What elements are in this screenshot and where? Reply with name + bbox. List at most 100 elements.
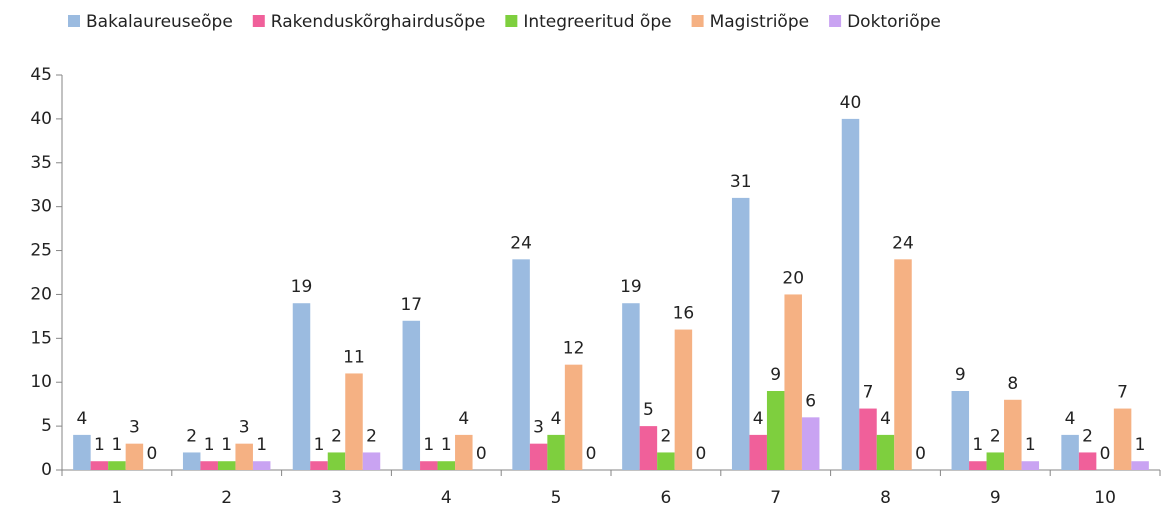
data-label: 9 bbox=[955, 365, 966, 385]
y-tick-label: 20 bbox=[30, 284, 52, 304]
bar bbox=[310, 461, 328, 470]
bar bbox=[529, 443, 548, 470]
data-label: 19 bbox=[620, 277, 642, 297]
legend-swatch bbox=[505, 15, 518, 27]
bar bbox=[674, 329, 693, 470]
bar bbox=[1113, 408, 1132, 470]
data-label: 8 bbox=[1007, 374, 1018, 394]
bar bbox=[402, 320, 421, 470]
x-tick-label: 10 bbox=[1094, 488, 1116, 508]
bar bbox=[125, 443, 144, 470]
bar bbox=[639, 426, 658, 470]
data-label: 7 bbox=[863, 383, 874, 403]
legend-swatch bbox=[691, 15, 704, 27]
data-label: 12 bbox=[563, 339, 585, 359]
data-label: 1 bbox=[111, 435, 122, 455]
data-label: 4 bbox=[458, 409, 469, 429]
data-label: 31 bbox=[730, 172, 752, 192]
data-label: 2 bbox=[366, 426, 377, 446]
data-label: 1 bbox=[256, 435, 267, 455]
bar bbox=[951, 391, 970, 470]
data-label: 1 bbox=[221, 435, 232, 455]
bar bbox=[512, 259, 530, 470]
bar bbox=[969, 461, 987, 470]
data-label: 0 bbox=[476, 444, 487, 464]
y-tick-label: 40 bbox=[30, 109, 52, 129]
data-label: 1 bbox=[94, 435, 105, 455]
bar bbox=[1078, 452, 1097, 470]
legend-swatch bbox=[68, 15, 80, 27]
data-label: 0 bbox=[586, 444, 597, 464]
bar bbox=[252, 461, 271, 470]
data-label: 4 bbox=[1065, 409, 1076, 429]
bar bbox=[362, 452, 381, 470]
data-label: 9 bbox=[770, 365, 781, 385]
bar bbox=[731, 197, 750, 470]
y-tick-label: 5 bbox=[41, 416, 52, 436]
bar bbox=[766, 391, 785, 470]
data-label: 3 bbox=[239, 418, 250, 438]
bar bbox=[841, 118, 860, 470]
bar bbox=[455, 434, 473, 470]
bar bbox=[345, 373, 363, 470]
y-tick-label: 30 bbox=[30, 197, 52, 217]
legend-label: Doktoriõpe bbox=[847, 12, 941, 32]
bar bbox=[1061, 434, 1079, 470]
legend-label: Rakenduskõrghairdusõpe bbox=[271, 12, 486, 32]
data-label: 0 bbox=[695, 444, 706, 464]
y-tick-label: 15 bbox=[30, 328, 52, 348]
bar bbox=[292, 303, 311, 470]
data-label: 0 bbox=[1100, 444, 1111, 464]
data-label: 16 bbox=[673, 304, 695, 324]
bar bbox=[327, 452, 346, 470]
x-tick-label: 3 bbox=[331, 488, 342, 508]
y-tick-label: 35 bbox=[30, 153, 52, 173]
x-tick-label: 9 bbox=[990, 488, 1001, 508]
x-tick-label: 1 bbox=[111, 488, 122, 508]
bar bbox=[986, 452, 1005, 470]
data-label: 1 bbox=[204, 435, 215, 455]
bar bbox=[1004, 399, 1022, 470]
data-label: 2 bbox=[186, 426, 197, 446]
x-tick-label: 6 bbox=[660, 488, 671, 508]
bar bbox=[749, 434, 767, 470]
legend-label: Bakalaureuseõpe bbox=[86, 12, 233, 32]
bar bbox=[73, 434, 91, 470]
bar bbox=[1021, 461, 1040, 470]
x-tick-label: 8 bbox=[880, 488, 891, 508]
y-tick-label: 10 bbox=[30, 372, 52, 392]
data-label: 4 bbox=[753, 409, 764, 429]
data-label: 4 bbox=[880, 409, 891, 429]
data-label: 6 bbox=[805, 391, 816, 411]
bar bbox=[420, 461, 438, 470]
legend-swatch bbox=[829, 15, 842, 27]
x-tick-label: 7 bbox=[770, 488, 781, 508]
legend-label: Integreeritud õpe bbox=[523, 12, 671, 32]
data-label: 1 bbox=[1135, 435, 1146, 455]
data-label: 3 bbox=[533, 418, 544, 438]
y-tick-label: 45 bbox=[30, 65, 52, 85]
y-tick-label: 0 bbox=[41, 460, 52, 480]
data-label: 5 bbox=[643, 400, 654, 420]
bar bbox=[182, 452, 201, 470]
data-label: 20 bbox=[782, 268, 804, 288]
x-tick-label: 4 bbox=[441, 488, 452, 508]
bar bbox=[547, 434, 565, 470]
bar bbox=[859, 408, 877, 470]
bar bbox=[657, 452, 675, 470]
data-label: 4 bbox=[551, 409, 562, 429]
bar bbox=[801, 417, 820, 470]
data-label: 1 bbox=[423, 435, 434, 455]
x-tick-label: 5 bbox=[551, 488, 562, 508]
bar bbox=[564, 364, 583, 470]
data-label: 3 bbox=[129, 418, 140, 438]
data-label: 1 bbox=[314, 435, 325, 455]
bar bbox=[90, 461, 109, 470]
bar bbox=[200, 461, 218, 470]
data-label: 1 bbox=[1025, 435, 1036, 455]
bar bbox=[217, 461, 236, 470]
data-label: 2 bbox=[660, 426, 671, 446]
data-label: 7 bbox=[1117, 383, 1128, 403]
y-tick-label: 25 bbox=[30, 241, 52, 261]
